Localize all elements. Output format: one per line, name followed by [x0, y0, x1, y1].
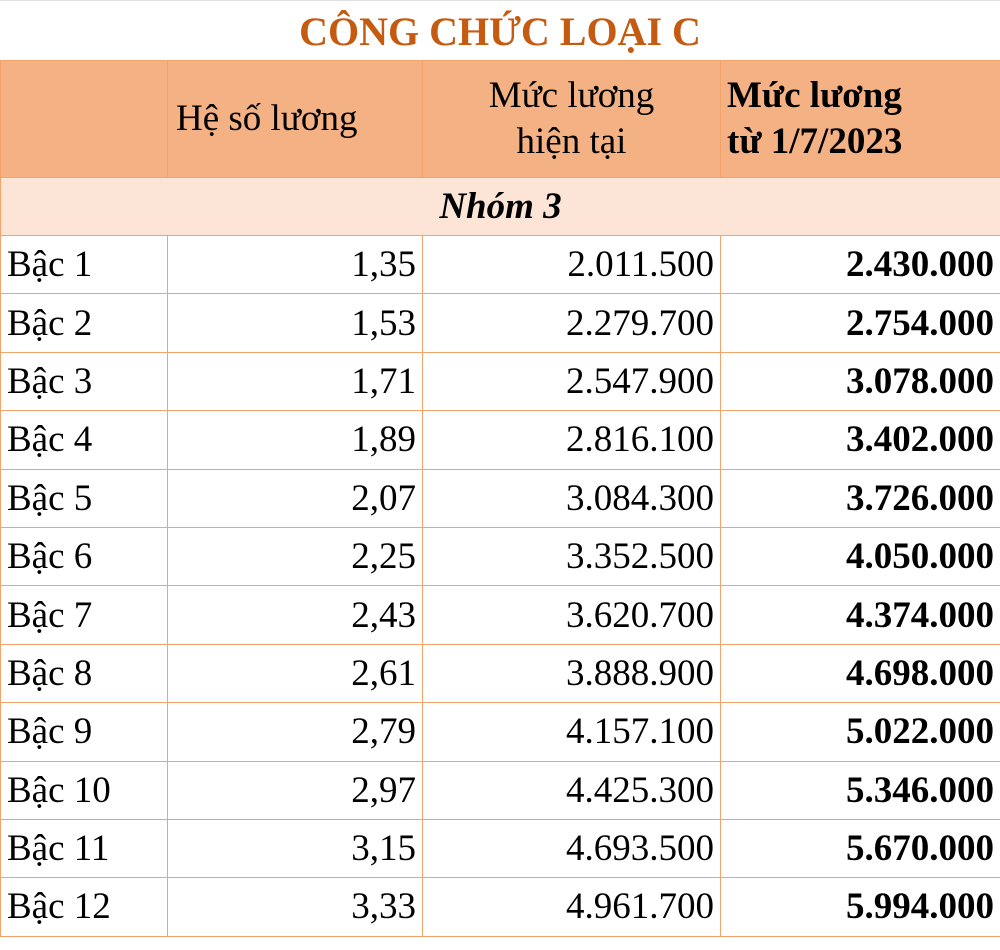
- cell-grade: Bậc 4: [0, 410, 168, 470]
- cell-new-salary: 4.050.000: [720, 526, 1000, 587]
- header-new-salary: Mức lương từ 1/7/2023: [720, 60, 1000, 178]
- cell-current-salary: 3.888.900: [422, 643, 721, 704]
- cell-grade: Bậc 3: [0, 351, 168, 412]
- cell-current-salary: 4.425.300: [422, 760, 721, 820]
- table-row: Bậc 10 2,97 4.425.300 5.346.000: [0, 760, 1000, 820]
- cell-coefficient: 1,71: [167, 351, 423, 412]
- cell-coefficient: 2,97: [167, 760, 423, 820]
- cell-new-salary: 2.430.000: [720, 234, 1000, 295]
- cell-coefficient: 2,79: [167, 702, 423, 762]
- table-row: Bậc 2 1,53 2.279.700 2.754.000: [0, 293, 1000, 353]
- group-label: Nhóm 3: [0, 177, 1000, 236]
- cell-new-salary: 3.402.000: [720, 410, 1000, 470]
- cell-grade: Bậc 2: [0, 293, 168, 353]
- table-row: Bậc 4 1,89 2.816.100 3.402.000: [0, 410, 1000, 470]
- salary-table: Hệ số lương Mức lương hiện tại Mức lương t…: [0, 60, 1000, 937]
- table-row: Bậc 6 2,25 3.352.500 4.050.000: [0, 526, 1000, 587]
- header-current-line1: Mức lương: [488, 75, 655, 116]
- cell-coefficient: 1,35: [167, 234, 423, 295]
- table-row: Bậc 9 2,79 4.157.100 5.022.000: [0, 702, 1000, 762]
- cell-current-salary: 4.961.700: [422, 877, 721, 937]
- cell-grade: Bậc 1: [0, 234, 168, 295]
- table-row: Bậc 8 2,61 3.888.900 4.698.000: [0, 643, 1000, 704]
- header-new-line1: Mức lương: [727, 75, 902, 116]
- cell-grade: Bậc 8: [0, 643, 168, 704]
- cell-current-salary: 2.816.100: [422, 410, 721, 470]
- cell-current-salary: 3.084.300: [422, 468, 721, 528]
- cell-current-salary: 3.352.500: [422, 526, 721, 587]
- cell-new-salary: 5.994.000: [720, 877, 1000, 937]
- header-current-salary: Mức lương hiện tại: [422, 60, 721, 178]
- header-row: Hệ số lương Mức lương hiện tại Mức lương t…: [0, 60, 1000, 178]
- cell-new-salary: 2.754.000: [720, 293, 1000, 353]
- table-row: Bậc 12 3,33 4.961.700 5.994.000: [0, 877, 1000, 937]
- cell-current-salary: 4.693.500: [422, 818, 721, 879]
- cell-grade: Bậc 9: [0, 702, 168, 762]
- cell-grade: Bậc 12: [0, 877, 168, 937]
- table-row: Bậc 7 2,43 3.620.700 4.374.000: [0, 585, 1000, 645]
- table-row: Bậc 5 2,07 3.084.300 3.726.000: [0, 468, 1000, 528]
- cell-new-salary: 4.374.000: [720, 585, 1000, 645]
- cell-new-salary: 5.022.000: [720, 702, 1000, 762]
- cell-coefficient: 3,15: [167, 818, 423, 879]
- header-new-line2: từ 1/7/2023: [727, 121, 903, 162]
- cell-coefficient: 2,43: [167, 585, 423, 645]
- cell-current-salary: 2.547.900: [422, 351, 721, 412]
- cell-grade: Bậc 5: [0, 468, 168, 528]
- header-current-line2: hiện tại: [516, 121, 627, 162]
- cell-current-salary: 3.620.700: [422, 585, 721, 645]
- cell-coefficient: 1,53: [167, 293, 423, 353]
- cell-coefficient: 3,33: [167, 877, 423, 937]
- cell-new-salary: 3.726.000: [720, 468, 1000, 528]
- cell-coefficient: 1,89: [167, 410, 423, 470]
- cell-current-salary: 2.279.700: [422, 293, 721, 353]
- cell-coefficient: 2,07: [167, 468, 423, 528]
- cell-coefficient: 2,61: [167, 643, 423, 704]
- cell-current-salary: 4.157.100: [422, 702, 721, 762]
- cell-grade: Bậc 11: [0, 818, 168, 879]
- header-coefficient: Hệ số lương: [167, 60, 423, 178]
- cell-grade: Bậc 6: [0, 526, 168, 587]
- cell-new-salary: 5.670.000: [720, 818, 1000, 879]
- table-title: CÔNG CHỨC LOẠI C: [0, 0, 1000, 60]
- cell-new-salary: 3.078.000: [720, 351, 1000, 412]
- table-row: Bậc 11 3,15 4.693.500 5.670.000: [0, 818, 1000, 879]
- cell-current-salary: 2.011.500: [422, 234, 721, 295]
- table-row: Bậc 1 1,35 2.011.500 2.430.000: [0, 234, 1000, 295]
- cell-new-salary: 5.346.000: [720, 760, 1000, 820]
- cell-new-salary: 4.698.000: [720, 643, 1000, 704]
- group-row: Nhóm 3: [0, 177, 1000, 236]
- table-row: Bậc 3 1,71 2.547.900 3.078.000: [0, 351, 1000, 412]
- cell-coefficient: 2,25: [167, 526, 423, 587]
- cell-grade: Bậc 10: [0, 760, 168, 820]
- header-empty: [0, 60, 168, 178]
- cell-grade: Bậc 7: [0, 585, 168, 645]
